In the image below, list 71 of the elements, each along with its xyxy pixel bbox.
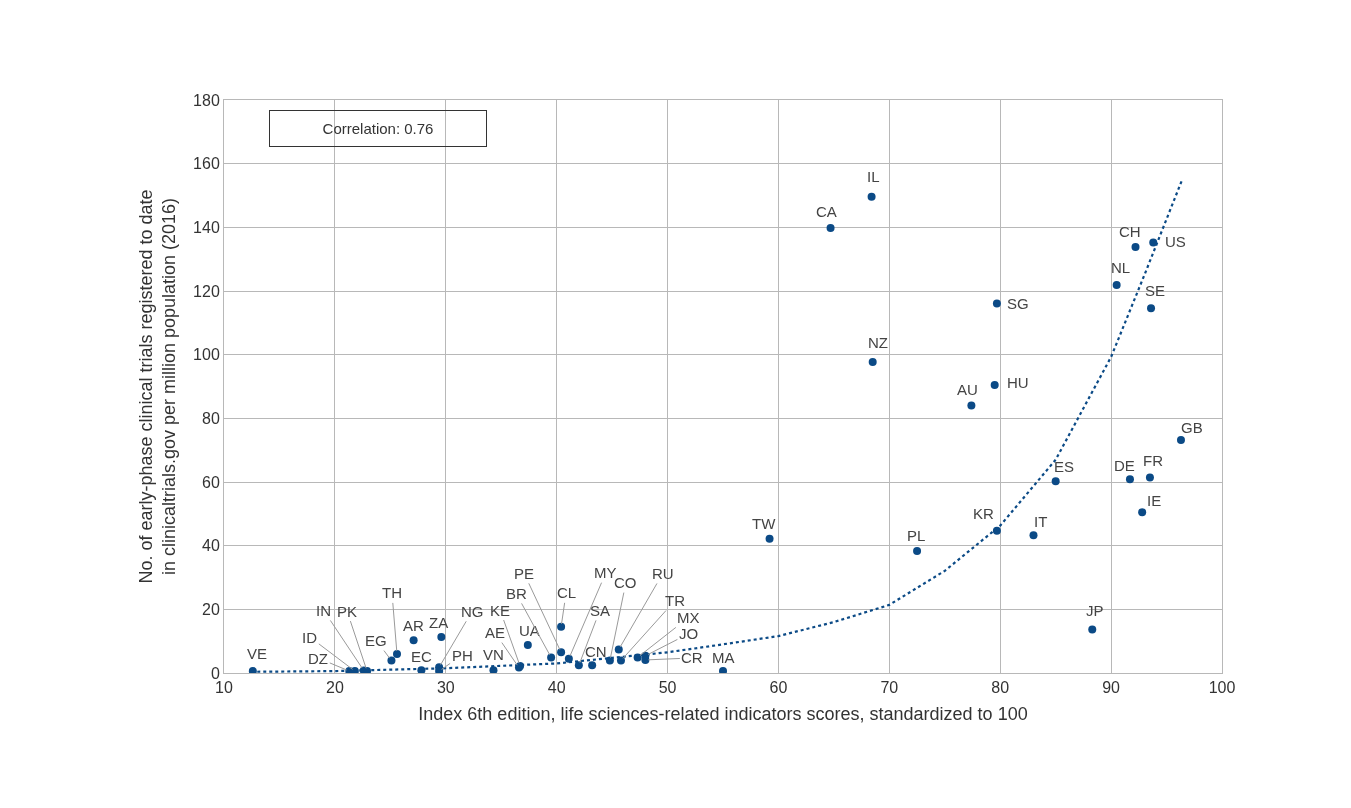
annotation: RU — [652, 565, 674, 582]
annotation: TW — [752, 515, 777, 532]
annotation: KR — [973, 505, 994, 522]
annotation: PK — [337, 603, 358, 620]
annotation: MA — [712, 649, 735, 666]
annotation: GB — [1181, 419, 1203, 436]
annotation: JO — [679, 625, 699, 642]
annotation: AR — [403, 617, 424, 634]
y-tick-label: 40 — [202, 537, 220, 555]
x-tick-label: 60 — [769, 679, 788, 697]
annotation: AU — [957, 381, 978, 398]
annotation: IT — [1034, 513, 1048, 530]
annotation: SA — [590, 602, 611, 619]
y-tick-label: 60 — [202, 473, 220, 491]
annotation: PL — [907, 527, 926, 544]
x-tick-label: 80 — [991, 679, 1010, 697]
annotation: NG — [461, 603, 484, 620]
x-tick-label: 40 — [547, 679, 566, 697]
y-tick-label: 80 — [202, 409, 220, 427]
annotation: JP — [1086, 602, 1104, 619]
x-tick-label: 70 — [880, 679, 899, 697]
x-tick-label: 50 — [658, 679, 677, 697]
x-tick-label: 20 — [325, 679, 344, 697]
x-axis-title: Index 6th edition, life sciences-related indicators scores, standardized to 100 — [418, 704, 1028, 725]
annotation: PE — [514, 565, 535, 582]
annotation: IN — [316, 602, 331, 619]
annotation: HU — [1007, 374, 1029, 391]
annotation: ZA — [429, 614, 449, 631]
annotation: EC — [411, 648, 432, 665]
x-tick-label: 30 — [436, 679, 455, 697]
annotation: EG — [365, 632, 387, 649]
x-tick-label: 90 — [1102, 679, 1121, 697]
y-tick-label: 160 — [193, 155, 220, 173]
annotation: KE — [490, 602, 511, 619]
y-tick-label: 20 — [202, 600, 220, 618]
annotation: NZ — [868, 334, 888, 351]
y-tick-label: 140 — [193, 218, 220, 236]
annotation: US — [1165, 233, 1186, 250]
annotation: DE — [1114, 457, 1135, 474]
annotation: SE — [1145, 282, 1166, 299]
x-tick-label: 100 — [1208, 679, 1236, 697]
annotation: VE — [247, 645, 268, 662]
annotation: CA — [816, 203, 837, 220]
y-axis-title: No. of early-phase clinical trials registered to date in clinicaltrials.gov per million population (2016) — [135, 189, 180, 584]
annotation: Correlation: 0.76 — [322, 120, 434, 137]
y-tick-label: 100 — [193, 346, 220, 364]
annotation: SG — [1007, 295, 1029, 312]
annotation: NL — [1111, 259, 1131, 276]
y-tick-label: 0 — [210, 664, 220, 682]
annotation: ES — [1054, 458, 1075, 475]
annotation: AE — [485, 624, 506, 641]
annotation: ID — [302, 629, 318, 646]
annotation: VN — [483, 646, 504, 663]
annotation: DZ — [308, 650, 328, 667]
annotation: IE — [1147, 492, 1162, 509]
y-tick-label: 180 — [193, 91, 220, 109]
y-tick-label: 120 — [193, 282, 220, 300]
annotation: CO — [614, 574, 637, 591]
annotation: BR — [506, 585, 527, 602]
annotation: CN — [585, 643, 607, 660]
annotation: TR — [665, 592, 686, 609]
annotation: CL — [557, 584, 577, 601]
annotation: FR — [1143, 452, 1164, 469]
annotation: UA — [519, 622, 540, 639]
annotation: PH — [452, 647, 473, 664]
x-tick-label: 10 — [215, 679, 233, 697]
annotation: CR — [681, 649, 703, 666]
annotation: CH — [1119, 223, 1141, 240]
annotation: TH — [382, 584, 402, 601]
annotation: MX — [677, 609, 700, 626]
annotation: IL — [867, 168, 880, 185]
